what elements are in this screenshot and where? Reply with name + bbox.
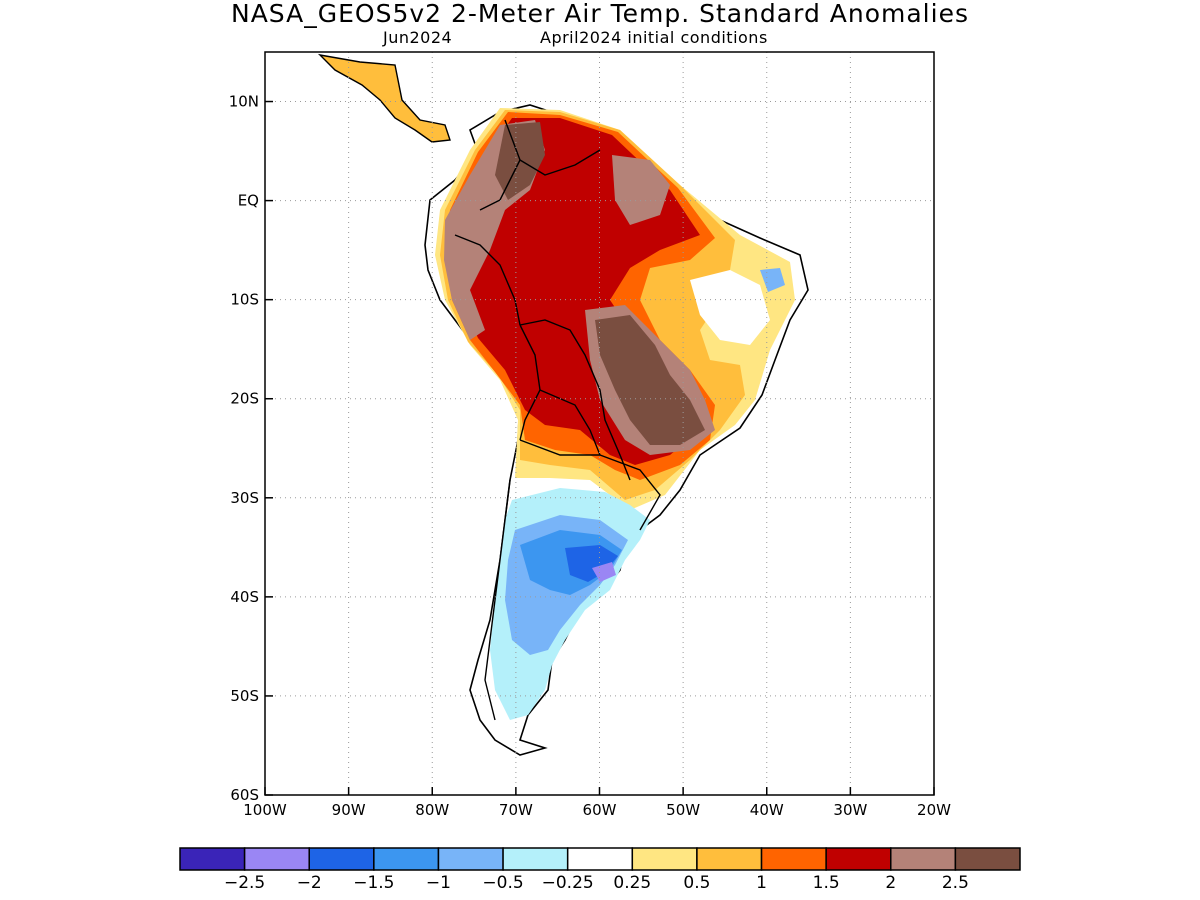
anomaly-neg-1p5 [565,545,618,582]
anomaly-3-guianas [612,155,670,225]
map-field [317,53,809,756]
x-tick-label: 100W [243,801,287,819]
anomaly-3 [595,315,705,445]
y-tick-label: 60S [230,786,259,804]
x-tick-label: 80W [415,801,449,819]
x-tick-label: 60W [583,801,617,819]
colorbar-swatch [566,847,634,871]
country-borders [454,119,661,721]
x-tick-label: 50W [666,801,700,819]
colorbar-label: −1 [426,873,451,893]
y-axis: 10N EQ 10S 20S 30S 40S 50S 60S [229,93,273,804]
colorbar-swatch [502,847,569,871]
colorbar-label: 2 [885,873,896,893]
colorbar-label: −0.5 [482,873,523,893]
x-tick-label: 30W [833,801,867,819]
x-tick-label: 90W [332,801,366,819]
anomaly-ne-brazil-cool [760,268,785,292]
colorbar-label: 1 [756,873,767,893]
colorbar-swatch [308,847,375,871]
colorbar-label: −1.5 [353,873,394,893]
y-tick-label: 30S [230,489,259,507]
colorbar-swatch [631,847,698,871]
colorbar: −2.5 −2 −1.5 −1 −0.5 −0.25 0.25 0.5 1 1.5 2 2.5 [179,847,1021,893]
initial-conditions: April2024 initial conditions [540,28,768,47]
x-tick-label: 70W [499,801,533,819]
colorbar-label: −0.25 [542,873,594,893]
colorbar-label: 2.5 [942,873,969,893]
colorbar-swatch [373,847,440,871]
anomaly-neg-2 [592,562,616,582]
colorbar-label: 0.5 [683,873,710,893]
colorbar-swatch [954,847,1021,871]
y-tick-label: 50S [230,687,259,705]
x-axis: 100W 90W 80W 70W 60W 50W 40W 30W 20W [243,787,951,819]
y-tick-label: 10N [229,93,259,111]
y-tick-label: EQ [238,192,259,210]
x-tick-label: 20W [917,801,951,819]
colorbar-swatch [243,847,310,871]
colorbar-swatch [437,847,504,871]
colorbar-swatch [890,847,957,871]
land-central-america [317,53,451,143]
colorbar-label: −2.5 [224,873,265,893]
anomaly-ne-brazil [690,270,770,345]
y-tick-label: 20S [230,390,259,408]
colorbar-swatch [696,847,763,871]
map-title: NASA_GEOS5v2 2-Meter Air Temp. Standard … [231,0,969,28]
x-tick-label: 40W [750,801,784,819]
colorbar-label: 1.5 [813,873,840,893]
forecast-month: Jun2024 [383,28,453,47]
colorbar-label: −2 [297,873,322,893]
colorbar-swatch [179,847,246,871]
colorbar-swatch [825,847,892,871]
y-tick-label: 40S [230,588,259,606]
colorbar-label: 0.25 [613,873,651,893]
colorbar-swatch [760,847,827,871]
y-tick-label: 10S [230,291,259,309]
